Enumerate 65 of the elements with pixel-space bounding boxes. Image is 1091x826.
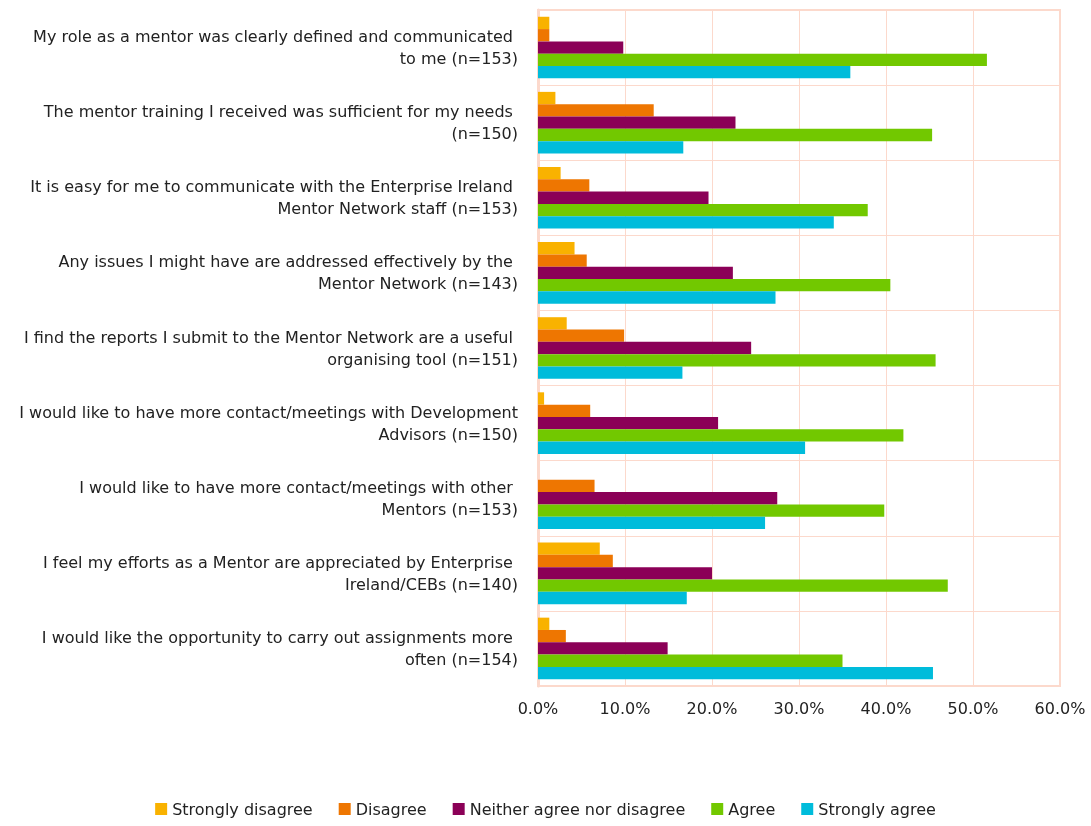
bar <box>538 441 806 454</box>
bar <box>538 242 575 255</box>
legend-label: Strongly agree <box>818 799 936 819</box>
bar <box>538 492 778 505</box>
x-tick-label: 0.0% <box>517 698 559 718</box>
bar <box>538 41 624 54</box>
bar <box>538 29 550 42</box>
bar <box>538 554 613 568</box>
bar <box>538 366 683 379</box>
bar <box>538 104 654 117</box>
legend-label: Disagree <box>355 799 427 819</box>
legend-label: Agree <box>728 799 776 819</box>
bar <box>538 16 550 30</box>
bar <box>538 191 709 204</box>
y-tick-label: I feel my efforts as a Mentor are appreciated by Enterprise Ireland/CEBs (n=140) <box>42 552 518 594</box>
bar <box>538 666 933 680</box>
bar <box>538 392 545 405</box>
x-tick-label: 40.0% <box>860 698 912 718</box>
bar <box>538 66 851 79</box>
legend-label: Neither agree nor disagree <box>469 799 686 819</box>
x-tick-label: 10.0% <box>599 698 651 718</box>
legend-label: Strongly disagree <box>172 799 313 819</box>
bar <box>538 279 891 292</box>
bar <box>538 91 556 105</box>
bar <box>538 642 668 655</box>
bar <box>538 203 868 217</box>
bar <box>538 254 587 267</box>
y-tick-label: The mentor training I received was sufficient for my needs (n=150) <box>42 102 518 144</box>
bar <box>538 341 752 355</box>
x-tick-label: 20.0% <box>686 698 738 718</box>
x-tick-label: 50.0% <box>947 698 999 718</box>
bar <box>538 266 733 280</box>
bar <box>538 629 566 643</box>
bar <box>538 404 591 417</box>
bar <box>538 617 550 630</box>
bar <box>538 567 712 580</box>
bar <box>538 591 687 605</box>
bar <box>538 329 625 342</box>
bar <box>538 179 590 192</box>
y-tick-label: I would like the opportunity to carry out assignments more often (n=154) <box>41 627 518 669</box>
y-tick-label: My role as a mentor was clearly defined and communicated to me (n=153) <box>33 27 518 69</box>
bar <box>538 291 776 304</box>
bar <box>538 141 684 154</box>
bar <box>538 542 600 555</box>
bar <box>538 354 936 367</box>
bar <box>538 429 904 442</box>
y-tick-label: I would like to have more contact/meetings with other Mentors (n=153) <box>79 477 518 519</box>
bar <box>538 416 719 430</box>
bar <box>538 479 595 493</box>
x-tick-label: 60.0% <box>1034 698 1086 718</box>
bar <box>538 317 567 330</box>
bar <box>538 654 843 667</box>
x-tick-label: 30.0% <box>773 698 825 718</box>
bar <box>538 516 766 530</box>
bar <box>538 579 948 592</box>
y-tick-label: It is easy for me to communicate with the Enterprise Ireland Mentor Network staff (n=153) <box>30 177 518 219</box>
y-tick-label: I would like to have more contact/meetings with Development Advisors (n=150) <box>19 402 518 444</box>
bar <box>538 504 885 517</box>
bar <box>538 128 933 142</box>
bar <box>538 216 834 229</box>
y-tick-label: I find the reports I submit to the Mentor Network are a useful organising tool (n=151) <box>23 327 518 369</box>
bar <box>538 116 736 129</box>
y-tick-label: Any issues I might have are addressed effectively by the Mentor Network (n=143) <box>58 252 518 294</box>
bar <box>538 53 987 67</box>
bar <box>538 166 561 180</box>
